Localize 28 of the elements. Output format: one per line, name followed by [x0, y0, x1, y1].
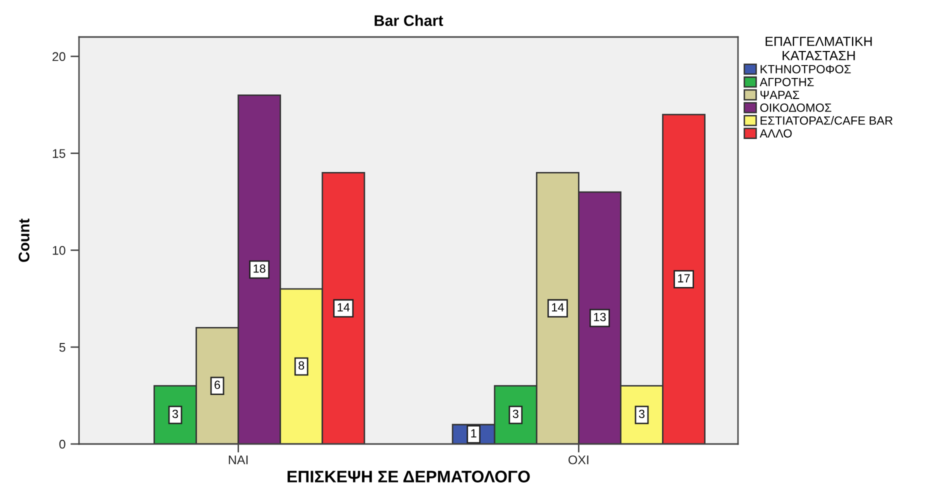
- y-tick-label: 0: [59, 440, 66, 449]
- y-tick-label: 10: [52, 246, 66, 255]
- data-label: 14: [552, 303, 564, 312]
- data-label: 13: [594, 312, 606, 322]
- data-label: 8: [298, 361, 304, 370]
- legend-label: ΕΣΤΙΑΤΟΡΑΣ/CAFE BAR: [760, 116, 893, 125]
- x-tick-label: ΟΧΙ: [568, 455, 588, 464]
- data-label: 6: [214, 380, 220, 390]
- data-label: 3: [172, 410, 178, 418]
- y-tick-label: 5: [59, 343, 66, 352]
- y-tick-label: 15: [52, 149, 66, 158]
- data-label: 18: [254, 264, 266, 273]
- data-label: 3: [512, 410, 518, 418]
- x-tick-label: ΝΑΙ: [228, 456, 248, 464]
- data-label: 3: [638, 410, 645, 418]
- legend-label: ΑΓΡΟΤΗΣ: [760, 78, 814, 86]
- legend-label: ΑΛΛΟ: [760, 129, 792, 138]
- x-axis-title: ΕΠΙΣΚΕΨΗ ΣΕ ΔΕΡΜΑΤΟΛΟΓΟ: [288, 470, 530, 482]
- chart-title: Bar Chart: [374, 14, 444, 26]
- y-tick-label: 20: [52, 52, 66, 62]
- data-label: 1: [471, 429, 476, 438]
- legend-title: ΕΠΑΓΓΕΛΜΑΤΙΚΗ ΚΑΤΑΣΤΑΣΗ: [766, 36, 872, 60]
- legend-label: ΚΤΗΝΟΤΡΟΦΟΣ: [760, 65, 851, 74]
- y-axis-title: Count: [18, 218, 30, 262]
- legend-label: ΨΑΡΑΣ: [760, 90, 800, 99]
- data-label: 14: [338, 303, 350, 312]
- legend-label: ΟΙΚΟΔΟΜΟΣ: [760, 104, 832, 112]
- data-label: 17: [678, 274, 690, 282]
